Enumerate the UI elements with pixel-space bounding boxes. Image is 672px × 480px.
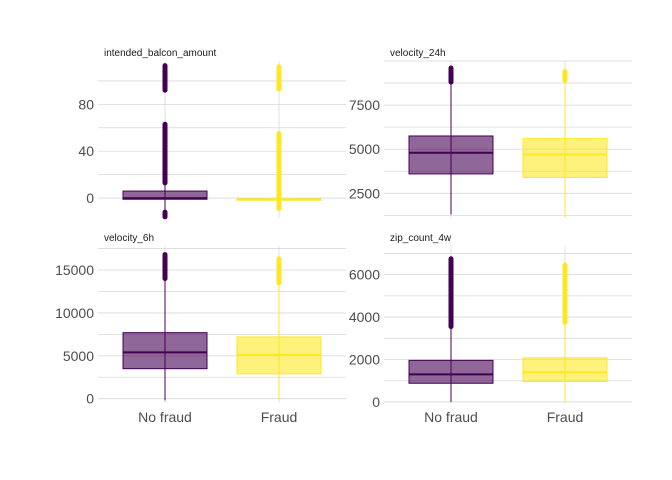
box-no-fraud [408, 65, 494, 215]
y-tick-label: 0 [86, 391, 94, 407]
box-fraud [522, 69, 608, 218]
box-body [522, 138, 608, 178]
panel-zip-count-4w: zip_count_4w 0 2000 4000 6000 [349, 233, 632, 410]
y-tick-label: 7500 [349, 97, 380, 113]
x-category-label: No fraud [138, 409, 192, 425]
box-fraud [236, 256, 322, 400]
panel-velocity-24h: velocity_24h 2500 5000 7500 [349, 48, 632, 218]
y-tick-label: 5000 [63, 348, 94, 364]
y-tick-label: 2000 [349, 352, 380, 368]
y-tick-label: 80 [78, 96, 94, 112]
x-category-label: No fraud [424, 409, 478, 425]
box-body [408, 135, 494, 175]
x-category-label: Fraud [261, 409, 298, 425]
box-body [522, 357, 608, 383]
panel-intended-balcon-amount: intended_balcon_amount 0 40 80 [78, 48, 346, 220]
y-tick-label: 10000 [55, 305, 94, 321]
y-tick-label: 15000 [55, 262, 94, 278]
y-tick-label: 0 [86, 190, 94, 206]
box-no-fraud [122, 252, 208, 401]
panel-title: velocity_6h [104, 233, 154, 244]
box-fraud [236, 64, 322, 212]
panel-title: intended_balcon_amount [104, 48, 217, 59]
y-tick-label: 6000 [349, 267, 380, 283]
x-category-label: Fraud [547, 409, 584, 425]
box-body [122, 332, 208, 370]
panel-title: zip_count_4w [390, 233, 452, 244]
panel-velocity-6h: velocity_6h 0 5000 10000 15000 [55, 233, 346, 407]
box-no-fraud [408, 256, 494, 402]
panels: intended_balcon_amount 0 40 80 velocity_24h 2… [55, 48, 632, 425]
box-fraud [522, 262, 608, 402]
y-tick-label: 2500 [349, 185, 380, 201]
box-body [122, 190, 208, 200]
box-body [408, 359, 494, 384]
y-tick-label: 4000 [349, 309, 380, 325]
box-no-fraud [122, 63, 208, 220]
y-tick-label: 5000 [349, 141, 380, 157]
y-tick-label: 40 [78, 143, 94, 159]
panel-title: velocity_24h [390, 48, 446, 59]
y-tick-label: 0 [372, 394, 380, 410]
